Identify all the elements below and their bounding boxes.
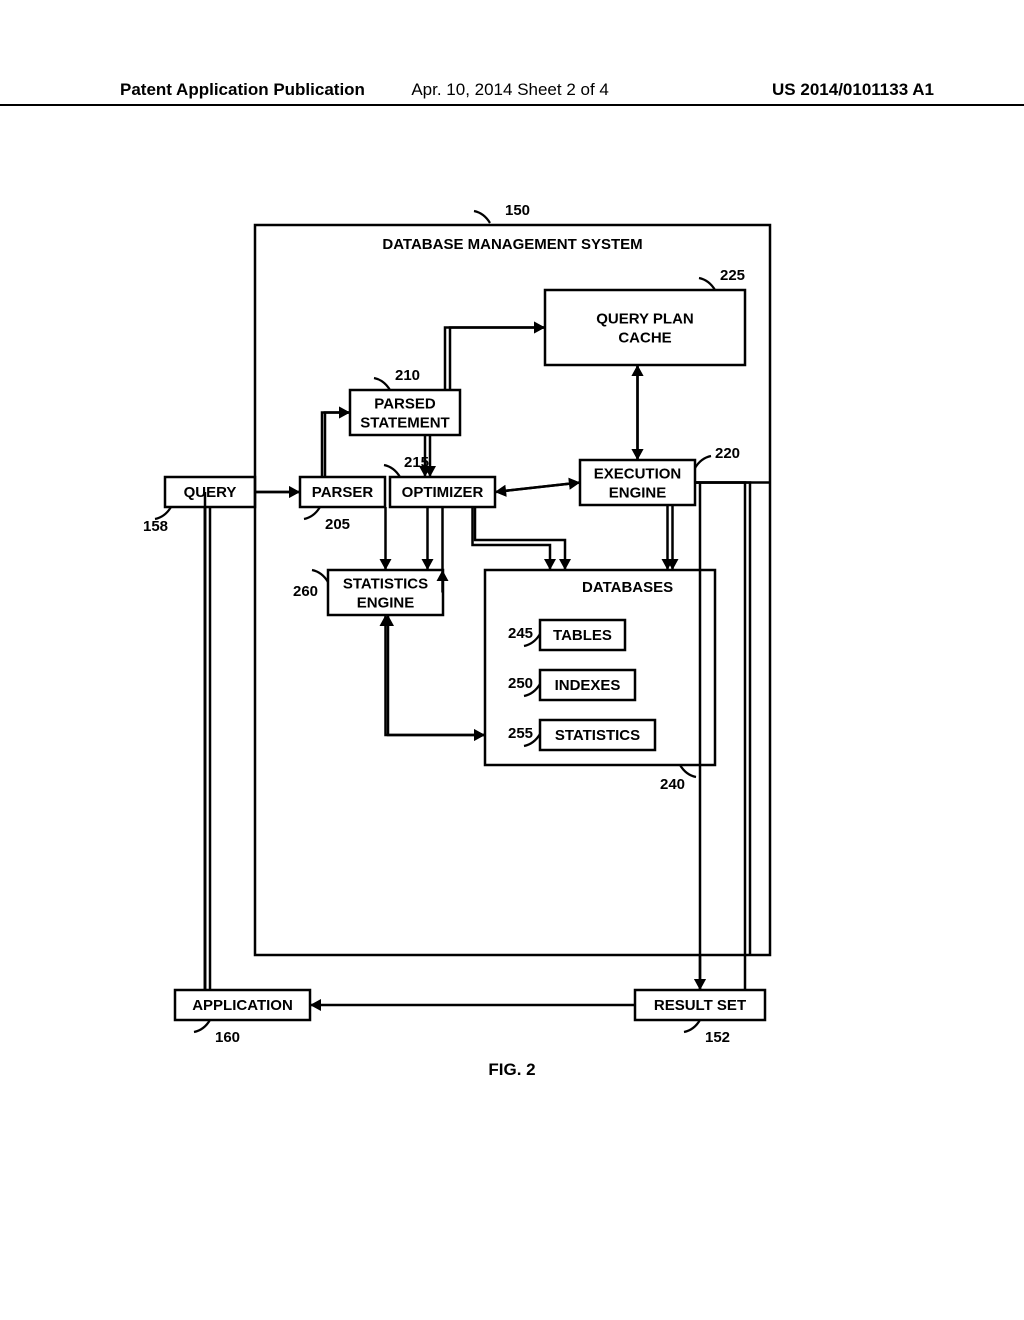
svg-text:STATEMENT: STATEMENT	[360, 414, 449, 431]
svg-text:220: 220	[715, 445, 740, 462]
svg-text:245: 245	[508, 625, 533, 642]
svg-text:EXECUTION: EXECUTION	[594, 465, 682, 482]
svg-text:APPLICATION: APPLICATION	[192, 997, 293, 1014]
svg-text:INDEXES: INDEXES	[555, 677, 621, 694]
svg-text:STATISTICS: STATISTICS	[343, 575, 428, 592]
svg-text:PARSED: PARSED	[374, 395, 436, 412]
svg-text:160: 160	[215, 1029, 240, 1046]
svg-text:DATABASE MANAGEMENT SYSTEM: DATABASE MANAGEMENT SYSTEM	[382, 236, 642, 253]
svg-text:RESULT SET: RESULT SET	[654, 997, 746, 1014]
svg-text:225: 225	[720, 267, 745, 284]
svg-text:FIG. 2: FIG. 2	[488, 1060, 535, 1079]
svg-text:158: 158	[143, 518, 168, 535]
svg-text:150: 150	[505, 202, 530, 219]
svg-text:250: 250	[508, 675, 533, 692]
svg-text:OPTIMIZER: OPTIMIZER	[402, 484, 484, 501]
svg-text:QUERY: QUERY	[184, 484, 237, 501]
svg-text:DATABASES: DATABASES	[582, 579, 673, 596]
svg-text:ENGINE: ENGINE	[609, 484, 667, 501]
svg-text:ENGINE: ENGINE	[357, 594, 415, 611]
svg-text:TABLES: TABLES	[553, 627, 612, 644]
svg-text:STATISTICS: STATISTICS	[555, 727, 640, 744]
svg-text:205: 205	[325, 516, 350, 533]
svg-text:152: 152	[705, 1029, 730, 1046]
svg-text:210: 210	[395, 367, 420, 384]
svg-text:QUERY PLAN: QUERY PLAN	[596, 310, 694, 327]
svg-text:240: 240	[660, 776, 685, 793]
diagram-svg: DATABASE MANAGEMENT SYSTEM 150 QUERY 158 PAR…	[0, 0, 1024, 1320]
svg-text:255: 255	[508, 725, 533, 742]
svg-text:PARSER: PARSER	[312, 484, 374, 501]
svg-text:CACHE: CACHE	[618, 329, 671, 346]
svg-text:260: 260	[293, 583, 318, 600]
